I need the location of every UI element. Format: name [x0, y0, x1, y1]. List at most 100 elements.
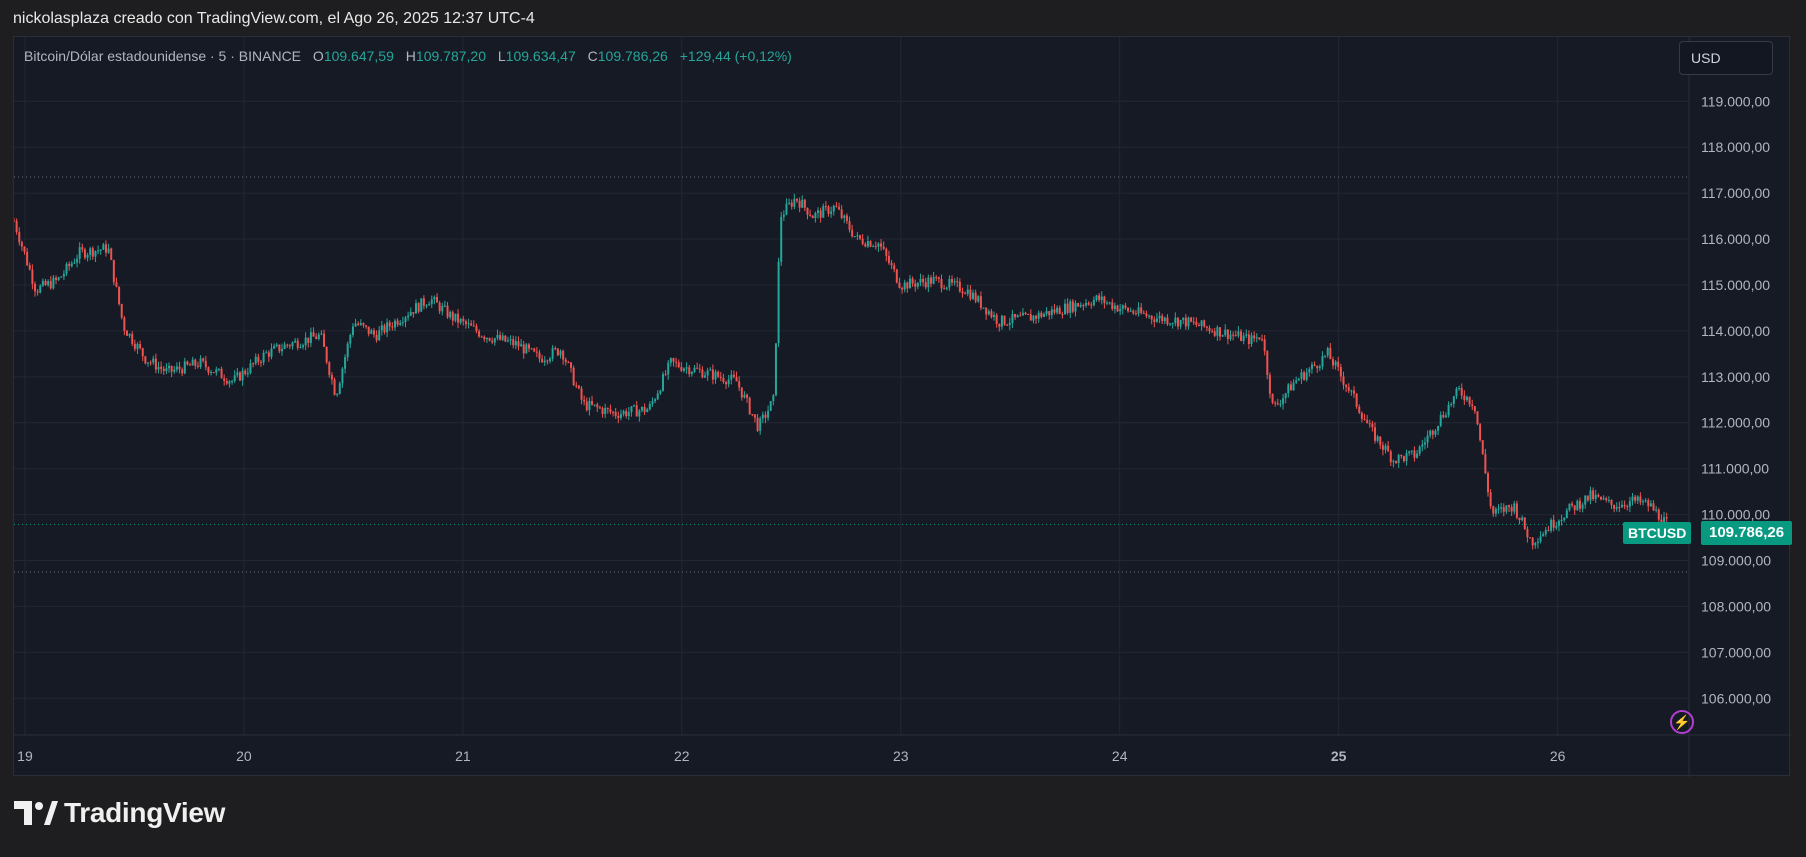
candle-down: [746, 394, 749, 398]
candle-down: [940, 278, 943, 289]
candle-down: [315, 336, 318, 339]
lightning-icon[interactable]: ⚡: [1670, 710, 1694, 734]
candle-down: [1613, 504, 1616, 509]
candle-up: [853, 236, 856, 238]
candle-down: [1261, 339, 1264, 341]
candle-down: [1003, 315, 1006, 325]
candle-up: [433, 297, 436, 300]
candle-down: [1489, 492, 1492, 507]
candle-down: [911, 278, 914, 284]
candle-down: [1463, 395, 1466, 401]
candle-down: [480, 336, 483, 338]
candle-down: [417, 303, 420, 312]
candle-down: [819, 210, 822, 218]
candle-up: [283, 344, 286, 349]
legend-change: +129,44 (+0,12%): [679, 48, 792, 64]
candle-up: [441, 305, 444, 312]
candle-up: [1421, 444, 1424, 447]
candle-up: [1221, 335, 1224, 337]
candle-down: [764, 414, 767, 418]
candle-up: [1108, 302, 1111, 304]
candle-up: [393, 320, 396, 328]
candle-down: [244, 370, 247, 374]
candle-down: [935, 277, 938, 279]
candle-down: [1342, 376, 1345, 385]
candle-up: [89, 248, 92, 255]
legend-symbol[interactable]: Bitcoin/Dólar estadounidense · 5 · BINAN…: [24, 48, 302, 64]
candle-down: [1586, 495, 1589, 501]
candle-down: [583, 399, 586, 402]
candle-down: [1610, 500, 1613, 505]
candle-down: [722, 377, 725, 383]
candle-down: [725, 382, 728, 385]
candle-down: [131, 333, 134, 344]
candle-down: [845, 215, 848, 222]
candle-up: [1069, 301, 1072, 313]
candle-up: [1163, 317, 1166, 322]
candle-up: [619, 414, 622, 419]
candle-down: [1552, 519, 1555, 528]
candle-down: [859, 235, 862, 239]
candle-down: [1029, 314, 1032, 321]
candle-down: [1413, 450, 1416, 458]
candle-up: [425, 305, 428, 307]
ohlc-legend: Bitcoin/Dólar estadounidense · 5 · BINAN…: [24, 48, 792, 64]
candle-up: [1137, 307, 1140, 314]
candle-up: [814, 213, 817, 219]
candle-up: [780, 216, 783, 262]
candle-down: [570, 362, 573, 368]
candle-up: [99, 249, 102, 251]
candle-up: [199, 358, 202, 367]
candle-down: [1339, 367, 1342, 377]
candle-down: [204, 360, 207, 368]
candle-down: [499, 334, 502, 340]
candle-up: [782, 214, 785, 217]
candle-up: [1121, 305, 1124, 310]
candle-down: [964, 293, 967, 295]
candle-down: [1502, 507, 1505, 512]
candle-down: [1487, 473, 1489, 493]
candle-up: [228, 381, 231, 384]
currency-selector[interactable]: USD: [1679, 41, 1773, 75]
candle-down: [1476, 411, 1479, 425]
candle-up: [265, 352, 268, 354]
x-tick-label: 23: [893, 748, 909, 764]
brand-name: TradingView: [64, 797, 226, 828]
candle-down: [367, 326, 370, 334]
candle-up: [351, 326, 354, 335]
candle-up: [638, 410, 641, 417]
candle-up: [1542, 534, 1545, 537]
candle-down: [835, 205, 838, 207]
candle-down: [585, 401, 588, 411]
candle-down: [575, 385, 578, 387]
candle-down: [491, 340, 494, 343]
candle-up: [1092, 299, 1095, 306]
candle-up: [320, 333, 323, 335]
candle-down: [18, 232, 21, 243]
candle-down: [1363, 418, 1366, 421]
candle-down: [49, 281, 52, 289]
candle-down: [462, 318, 465, 322]
candle-down: [20, 242, 23, 247]
candle-down: [848, 221, 851, 230]
candle-up: [877, 243, 880, 247]
candle-up: [1563, 518, 1566, 520]
candle-up: [1576, 500, 1579, 511]
chart-panel[interactable]: 106.000,00 107.000,00 108.000,00 109.000,00…: [13, 36, 1793, 777]
price-chart[interactable]: 106.000,00 107.000,00 108.000,00 109.000,00…: [14, 37, 1791, 777]
candle-up: [183, 361, 186, 374]
candle-down: [1639, 496, 1642, 503]
candle-down: [751, 414, 754, 416]
candle-down: [1347, 387, 1350, 391]
candle-up: [1584, 495, 1587, 505]
candle-down: [267, 352, 270, 357]
candle-up: [354, 323, 357, 327]
candle-down: [861, 238, 864, 245]
candle-up: [1350, 390, 1353, 392]
candle-up: [70, 263, 73, 267]
candle-up: [1148, 315, 1151, 317]
candle-down: [803, 199, 806, 208]
candle-down: [278, 344, 281, 352]
candle-up: [1450, 403, 1453, 405]
candle-up: [1216, 327, 1219, 336]
